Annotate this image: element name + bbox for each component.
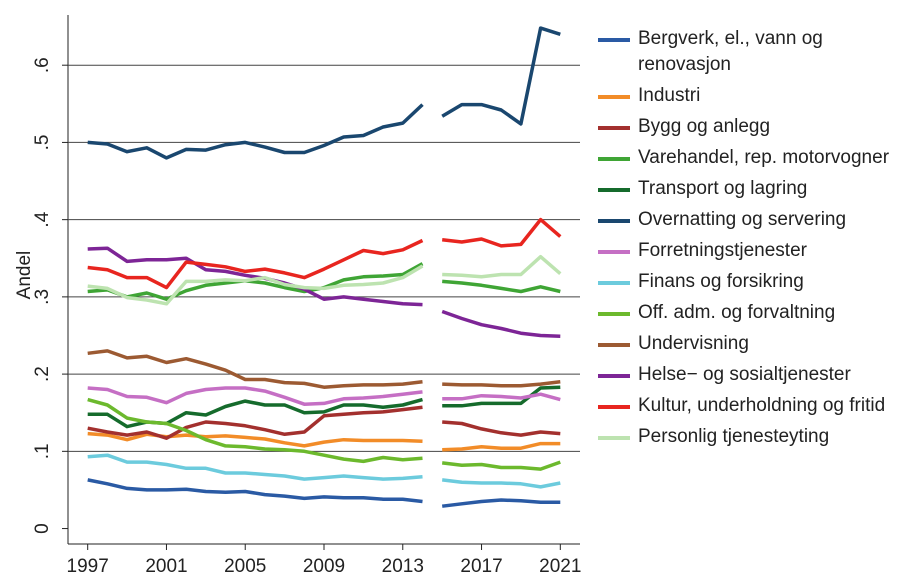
series-line: [441, 309, 561, 339]
legend-swatch: [598, 343, 630, 347]
legend-swatch: [598, 95, 630, 99]
legend-swatch: [598, 374, 630, 378]
series-line: [87, 103, 424, 160]
series-line: [441, 217, 562, 248]
y-tick-label: .2: [32, 366, 53, 382]
legend-item: Personlig tjenesteyting: [598, 424, 910, 450]
series-line: [87, 349, 423, 389]
legend-swatch: [598, 126, 630, 130]
legend-item: Industri: [598, 83, 910, 109]
legend-item: Transport og lagring: [598, 176, 910, 202]
legend-label: Personlig tjenesteyting: [638, 426, 830, 447]
x-tick-label: 2021: [539, 556, 581, 577]
series-line: [442, 420, 561, 437]
legend-label: Varehandel, rep. motorvogner: [638, 147, 890, 168]
legend: Bergverk, el., vann og renovasjon Industr…: [598, 26, 910, 455]
series-line: [442, 441, 561, 452]
legend-label: Undervisning: [638, 333, 749, 354]
y-tick-label: .4: [32, 211, 53, 227]
legend-label: Kultur, underholdning og fritid: [638, 395, 886, 416]
y-tick-label: .1: [32, 443, 53, 459]
x-tick-label: 2013: [382, 556, 424, 577]
series-line: [87, 478, 423, 504]
y-axis-label: Andel: [14, 251, 35, 300]
series-line: [87, 238, 424, 290]
series-line: [442, 380, 561, 388]
legend-label: Bygg og anlegg: [638, 116, 771, 137]
legend-item: Varehandel, rep. motorvogner: [598, 145, 910, 171]
legend-swatch: [598, 250, 630, 254]
legend-item: Overnatting og servering: [598, 207, 910, 233]
series-line: [87, 431, 423, 448]
x-tick-label: 2009: [303, 556, 345, 577]
legend-label: Finans og forsikring: [638, 271, 804, 292]
y-tick-label: 0: [32, 523, 53, 534]
legend-swatch: [598, 188, 630, 192]
series-line: [441, 498, 561, 508]
legend-item: Off. adm. og forvaltning: [598, 300, 910, 326]
legend-label: Industri: [638, 85, 701, 106]
legend-swatch: [598, 157, 630, 161]
series-line: [442, 385, 561, 408]
legend-item: Undervisning: [598, 331, 910, 357]
series-line: [87, 386, 423, 406]
series-line: [442, 254, 562, 279]
legend-item: Forretningstjenester: [598, 238, 910, 264]
x-tick-label: 1997: [67, 556, 109, 577]
legend-swatch: [598, 436, 630, 440]
legend-label: Bergverk, el., vann og renovasjon: [638, 28, 823, 75]
legend-swatch: [598, 281, 630, 285]
x-tick-label: 2017: [460, 556, 502, 577]
legend-label: Helse− og sosialtjenester: [638, 364, 851, 385]
series-line: [87, 397, 423, 464]
series-line: [87, 264, 424, 306]
legend-swatch: [598, 405, 630, 409]
y-tick-label: .5: [32, 134, 53, 150]
legend-label: Overnatting og servering: [638, 209, 847, 230]
legend-label: Off. adm. og forvaltning: [638, 302, 836, 323]
x-tick-label: 2005: [224, 556, 266, 577]
series-line: [87, 405, 423, 440]
series-line: [441, 478, 561, 489]
x-tick-label: 2001: [145, 556, 187, 577]
legend-swatch: [598, 219, 630, 223]
y-tick-label: .3: [32, 289, 53, 305]
series-line: [87, 262, 424, 301]
legend-item: Bergverk, el., vann og renovasjon: [598, 26, 910, 78]
series-line: [87, 246, 423, 307]
legend-item: Kultur, underholdning og fritid: [598, 393, 910, 419]
legend-swatch: [598, 38, 630, 42]
legend-label: Forretningstjenester: [638, 240, 807, 261]
legend-item: Helse− og sosialtjenester: [598, 362, 910, 388]
y-tick-label: .6: [32, 57, 53, 73]
legend-swatch: [598, 312, 630, 316]
series-line: [87, 453, 423, 481]
series-line: [441, 460, 561, 471]
series-line: [442, 392, 561, 402]
legend-item: Finans og forsikring: [598, 269, 910, 295]
series-line: [441, 26, 561, 126]
legend-item: Bygg og anlegg: [598, 114, 910, 140]
legend-label: Transport og lagring: [638, 178, 808, 199]
series-line: [442, 279, 561, 294]
